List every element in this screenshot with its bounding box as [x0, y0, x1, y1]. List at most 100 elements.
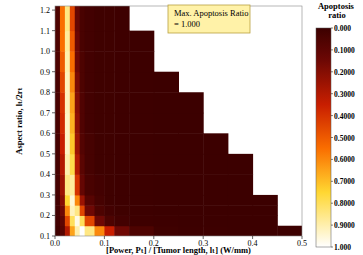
colorbar-tick: [331, 247, 333, 248]
heat-cell: [95, 6, 105, 31]
x-axis-label: [Power, Pₜ] / [Tumor length, lₜ] (W/mm): [106, 245, 251, 255]
y-axis-label: Aspect ratio, lₜ/2rₜ: [14, 87, 24, 154]
heat-cell: [95, 205, 105, 216]
y-tick-label: 0.4: [40, 170, 50, 179]
annotation-box: [168, 5, 250, 33]
heat-cell: [179, 133, 204, 154]
heat-cell: [114, 72, 129, 93]
heat-cell: [129, 113, 154, 134]
heat-cell: [104, 51, 114, 72]
annotation-text: = 1.000: [174, 19, 200, 29]
heat-cell: [154, 72, 179, 93]
colorbar-label: Apoptosis ratio: [318, 1, 356, 20]
heat-cell: [154, 133, 179, 154]
y-tick-label: 0.9: [40, 68, 50, 77]
heat-cell: [70, 92, 75, 113]
heat-cell: [114, 51, 129, 72]
heat-cell: [114, 31, 129, 52]
heat-cell: [85, 154, 95, 175]
heat-cell: [129, 72, 154, 93]
heat-cell: [55, 51, 60, 72]
heat-cell: [95, 133, 105, 154]
colorbar-tick: [331, 203, 333, 204]
heat-cell: [253, 205, 278, 216]
heat-cell: [60, 154, 65, 175]
heat-cell: [104, 226, 114, 236]
heat-cell: [70, 215, 75, 226]
heat-cell: [114, 215, 129, 226]
heat-cell: [203, 174, 228, 195]
heat-cell: [80, 51, 85, 72]
heat-cell: [80, 6, 85, 31]
heat-cell: [104, 6, 114, 31]
heat-cell: [70, 51, 75, 72]
heat-cell: [95, 226, 105, 236]
heat-cell: [104, 174, 114, 195]
colorbar-tick: [331, 225, 333, 226]
heat-cell: [65, 31, 70, 52]
heat-cell: [154, 113, 179, 134]
heat-cell: [75, 113, 80, 134]
y-tick-label: 0.7: [40, 109, 50, 118]
heat-cell: [60, 51, 65, 72]
colorbar-tick-label: 0.5000: [334, 134, 355, 143]
heat-cell: [60, 215, 65, 226]
heat-cell: [70, 195, 75, 206]
heat-cell: [85, 205, 95, 216]
y-tick: [52, 10, 55, 11]
heat-cell: [65, 72, 70, 93]
heat-cell: [85, 72, 95, 93]
heat-cell: [95, 92, 105, 113]
y-tick: [52, 71, 55, 72]
heat-cell: [114, 6, 129, 31]
heat-cell: [65, 6, 70, 31]
heat-cell: [85, 215, 95, 226]
heat-cell: [60, 113, 65, 134]
heat-cell: [85, 51, 95, 72]
heat-cell: [154, 154, 179, 175]
heat-cell: [75, 92, 80, 113]
colorbar-tick: [331, 93, 333, 94]
heat-cell: [75, 174, 80, 195]
heat-cell: [60, 205, 65, 216]
y-tick: [52, 51, 55, 52]
heat-cell: [80, 133, 85, 154]
heat-cell: [114, 154, 129, 175]
heat-cell: [179, 92, 204, 113]
heat-cell: [65, 174, 70, 195]
heat-cell: [65, 113, 70, 134]
heat-cell: [179, 113, 204, 134]
heat-cell: [60, 133, 65, 154]
y-tick: [52, 30, 55, 31]
heat-cell: [70, 174, 75, 195]
heat-cell: [80, 113, 85, 134]
heat-cell: [70, 226, 75, 236]
heat-cell: [55, 6, 60, 31]
heat-cell: [55, 226, 60, 236]
colorbar-tick: [331, 71, 333, 72]
colorbar-tick-label: 0.3000: [334, 90, 355, 99]
heat-cell: [65, 195, 70, 206]
heat-cell: [179, 205, 204, 216]
y-tick-label: 0.8: [40, 88, 50, 97]
heat-cell: [203, 133, 228, 154]
heat-cell: [60, 6, 65, 31]
heat-cell: [80, 226, 85, 236]
heat-cell: [104, 31, 114, 52]
heat-cell: [114, 113, 129, 134]
heat-cell: [70, 154, 75, 175]
y-tick-label: 0.2: [40, 211, 50, 220]
x-tick-label: 0.5: [297, 239, 307, 248]
colorbar-label-line: ratio: [328, 10, 345, 20]
heat-cell: [75, 133, 80, 154]
heat-cell: [129, 154, 154, 175]
y-tick: [52, 194, 55, 195]
heat-cell: [70, 205, 75, 216]
heat-cell: [70, 6, 75, 31]
heat-cell: [154, 215, 179, 226]
heat-cell: [253, 226, 278, 236]
heat-cell: [114, 226, 129, 236]
heat-cell: [75, 195, 80, 206]
heat-cell: [129, 133, 154, 154]
heat-cell: [75, 6, 80, 31]
